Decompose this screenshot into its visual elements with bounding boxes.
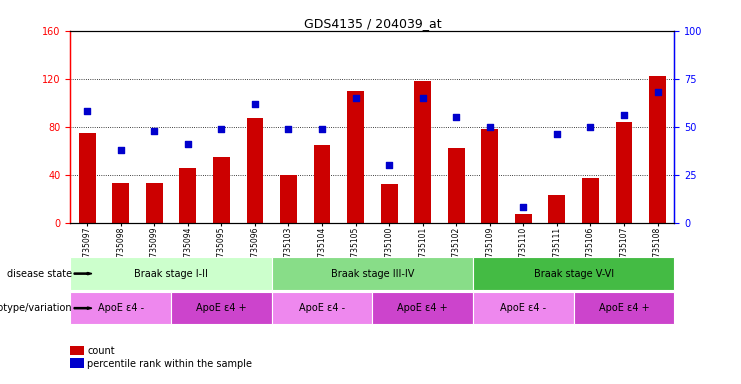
Text: ApoE ε4 +: ApoE ε4 + [196, 303, 247, 313]
Bar [179, 167, 196, 223]
Bar [414, 81, 431, 223]
Bar [616, 122, 632, 223]
Text: ApoE ε4 -: ApoE ε4 - [500, 303, 546, 313]
Bar [313, 145, 330, 223]
Bar [515, 214, 532, 223]
Bar [548, 195, 565, 223]
Bar [649, 76, 666, 223]
Text: disease state: disease state [7, 268, 73, 279]
Point [148, 127, 160, 134]
Point [350, 95, 362, 101]
Text: ApoE ε4 -: ApoE ε4 - [98, 303, 144, 313]
Text: Braak stage I-II: Braak stage I-II [134, 268, 208, 279]
Text: percentile rank within the sample: percentile rank within the sample [87, 359, 253, 369]
Point [316, 126, 328, 132]
Bar [381, 184, 397, 223]
Point [451, 114, 462, 120]
Point [618, 112, 630, 118]
Text: ApoE ε4 -: ApoE ε4 - [299, 303, 345, 313]
Bar [482, 129, 498, 223]
Bar [582, 178, 599, 223]
Point [585, 124, 597, 130]
Bar [247, 118, 263, 223]
Text: ApoE ε4 +: ApoE ε4 + [397, 303, 448, 313]
Point [651, 89, 663, 95]
Point [115, 147, 127, 153]
Text: count: count [87, 346, 115, 356]
Bar [448, 148, 465, 223]
Text: Braak stage V-VI: Braak stage V-VI [534, 268, 614, 279]
Bar [113, 183, 129, 223]
Point [551, 131, 563, 137]
Text: Braak stage III-IV: Braak stage III-IV [330, 268, 414, 279]
Title: GDS4135 / 204039_at: GDS4135 / 204039_at [304, 17, 441, 30]
Point [517, 204, 529, 210]
Text: ApoE ε4 +: ApoE ε4 + [599, 303, 649, 313]
Point [484, 124, 496, 130]
Point [82, 108, 93, 114]
Text: genotype/variation: genotype/variation [0, 303, 73, 313]
Point [182, 141, 193, 147]
Bar [213, 157, 230, 223]
Bar [146, 183, 163, 223]
Point [216, 126, 227, 132]
Bar [348, 91, 364, 223]
Point [282, 126, 294, 132]
Bar [280, 175, 297, 223]
Bar [79, 133, 96, 223]
Point [249, 101, 261, 107]
Point [416, 95, 428, 101]
Point [383, 162, 395, 168]
